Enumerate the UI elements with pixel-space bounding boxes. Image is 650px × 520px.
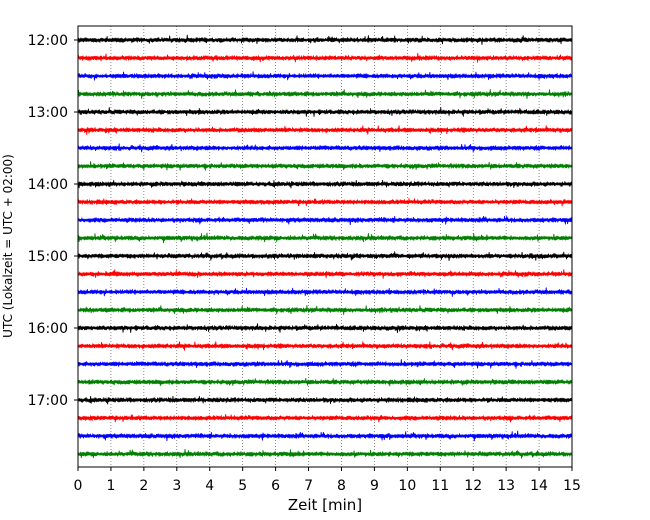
plot-frame bbox=[77, 25, 573, 468]
trace-row-1745 bbox=[77, 448, 573, 459]
trace-rows bbox=[77, 34, 573, 459]
y-axis-label: UTC (Lokalzeit = UTC + 02:00) bbox=[1, 154, 15, 338]
y-tick-label: 12:00 bbox=[28, 33, 68, 49]
trace-row-1615 bbox=[77, 341, 573, 351]
x-tick-label: 2 bbox=[139, 478, 148, 494]
trace-row-1715 bbox=[77, 414, 573, 423]
y-tick-label: 16:00 bbox=[28, 321, 68, 337]
trace-row-1630 bbox=[77, 359, 573, 369]
trace-row-1345 bbox=[77, 161, 573, 171]
x-tick-label: 10 bbox=[398, 478, 416, 494]
x-tick-label: 1 bbox=[106, 478, 115, 494]
trace-row-1445 bbox=[77, 232, 573, 244]
trace-row-1400 bbox=[77, 179, 573, 189]
trace-row-1300 bbox=[77, 107, 573, 117]
x-tick-label: 0 bbox=[74, 478, 83, 494]
y-axis-ticks: 12:00 13:00 14:00 15:00 16:00 17:00 bbox=[28, 33, 78, 409]
x-tick-label: 11 bbox=[431, 478, 449, 494]
x-tick-label: 3 bbox=[172, 478, 181, 494]
trace-row-1330 bbox=[77, 143, 573, 153]
trace-row-1515 bbox=[77, 269, 573, 279]
x-tick-label: 4 bbox=[205, 478, 214, 494]
y-tick-label: 17:00 bbox=[28, 393, 68, 409]
trace-row-1730 bbox=[77, 430, 573, 442]
x-tick-label: 5 bbox=[238, 478, 247, 494]
trace-row-1430 bbox=[77, 215, 573, 226]
x-tick-label: 7 bbox=[304, 478, 313, 494]
trace-row-1545 bbox=[77, 305, 573, 315]
x-tick-label: 6 bbox=[271, 478, 280, 494]
x-tick-label: 9 bbox=[370, 478, 379, 494]
trace-row-1215 bbox=[77, 52, 573, 63]
x-tick-label: 14 bbox=[530, 478, 548, 494]
trace-row-1530 bbox=[77, 287, 573, 297]
trace-row-1645 bbox=[77, 377, 573, 387]
x-tick-label: 13 bbox=[497, 478, 515, 494]
trace-row-1315 bbox=[77, 125, 573, 136]
trace-row-1700 bbox=[77, 395, 573, 405]
y-tick-label: 14:00 bbox=[28, 177, 68, 193]
x-tick-label: 8 bbox=[337, 478, 346, 494]
y-tick-label: 13:00 bbox=[28, 105, 68, 121]
y-tick-label: 15:00 bbox=[28, 249, 68, 265]
trace-row-1415 bbox=[77, 198, 573, 207]
x-axis-label: Zeit [min] bbox=[288, 496, 362, 514]
trace-row-1500 bbox=[77, 251, 573, 261]
x-tick-label: 12 bbox=[464, 478, 482, 494]
trace-row-1600 bbox=[77, 323, 573, 334]
x-axis-ticks: 0 1 2 3 4 5 6 7 8 9 10 11 12 13 14 15 bbox=[74, 467, 581, 494]
trace-row-1230 bbox=[77, 71, 573, 81]
x-tick-label: 15 bbox=[563, 478, 581, 494]
trace-row-1245 bbox=[77, 89, 573, 99]
trace-row-1200 bbox=[77, 34, 573, 46]
